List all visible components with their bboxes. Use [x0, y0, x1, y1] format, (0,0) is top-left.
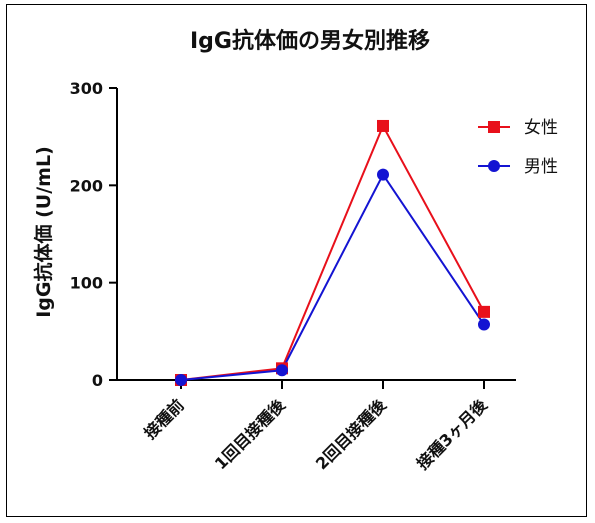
legend-label: 女性	[524, 118, 558, 138]
data-point-circle	[377, 168, 389, 181]
data-point-circle	[478, 318, 490, 331]
legend-marker-circle	[488, 160, 500, 172]
y-tick-label: 200	[70, 176, 103, 195]
series-line	[180, 123, 485, 381]
series-lines	[180, 123, 485, 381]
chart-title: IgG抗体価の男女別推移	[190, 28, 430, 54]
y-tick-label: 300	[70, 79, 103, 98]
x-category-label: 接種前	[140, 395, 187, 442]
data-point-square	[478, 305, 490, 318]
legend-marker-square	[488, 121, 500, 133]
x-category-label: 接種3ヶ月後	[413, 395, 492, 474]
x-category-label: 1回目接種後	[211, 395, 290, 474]
y-tick-label: 0	[92, 371, 103, 390]
x-category-label: 2回目接種後	[312, 395, 391, 474]
y-tick-label: 100	[70, 274, 103, 293]
series-markers	[175, 119, 490, 386]
y-axis-label: IgG抗体価 (U/mL)	[32, 146, 55, 318]
legend-label: 男性	[524, 157, 558, 177]
data-point-circle	[276, 364, 288, 377]
axes	[116, 88, 516, 381]
data-point-circle	[175, 374, 187, 386]
chart-frame	[6, 4, 587, 517]
data-point-square	[377, 119, 389, 132]
x-categories: 接種前 1回目接種後 2回目接種後 接種3ヶ月後	[140, 380, 492, 474]
series-line	[180, 172, 485, 381]
y-ticks: 0 100 200 300	[70, 79, 117, 390]
